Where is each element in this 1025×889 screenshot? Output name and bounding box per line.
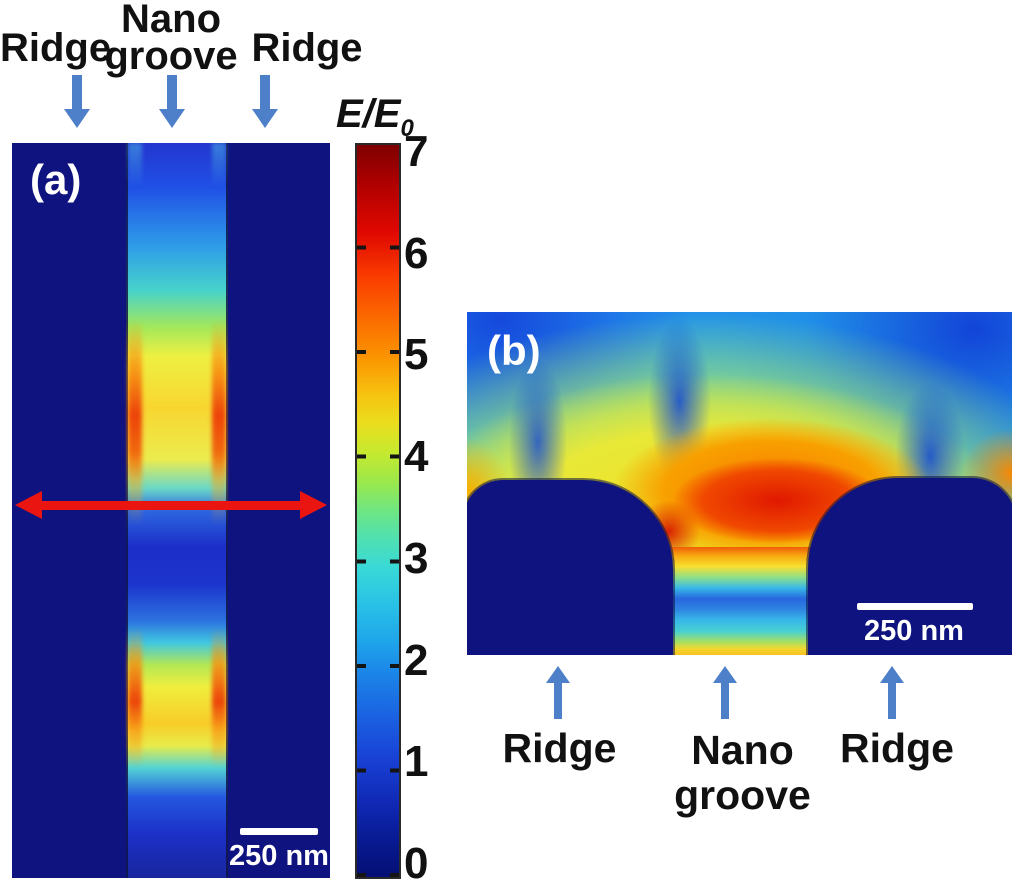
colorbar-title-sub: 0 (400, 115, 414, 142)
down-arrow-icon (64, 75, 90, 128)
arrow-head (300, 491, 327, 519)
bottom-ridge-left-label: Ridge (502, 725, 617, 771)
arrow-head (252, 109, 278, 128)
up-arrow-icon (546, 666, 570, 719)
groove-edge-hotspot-right (212, 143, 226, 878)
arrow-head (159, 109, 185, 128)
down-arrow-icon (159, 75, 185, 128)
colorbar-title: E/E0 (336, 92, 476, 143)
down-arrow-icon (252, 75, 278, 128)
nanogroove-field-b (669, 547, 813, 655)
panel-b-label: (b) (487, 327, 541, 374)
colorbar-tick-label: 6 (404, 228, 429, 278)
up-arrow-icon (880, 666, 904, 719)
arrow-head (546, 666, 570, 683)
arrow-shaft (167, 75, 177, 110)
bottom-ridge-right-label: Ridge (840, 725, 954, 771)
panel-a-label: (a) (30, 156, 82, 203)
colorbar-tick-label: 5 (404, 330, 429, 380)
ridge-shape-left (467, 480, 673, 655)
scale-bar (240, 828, 318, 835)
arrow-head (713, 666, 737, 683)
colorbar (355, 143, 401, 879)
colorbar-tick-label: 1 (404, 737, 429, 787)
colorbar-ticks-right (390, 145, 399, 877)
top-ridge-left-label: Ridge (0, 26, 112, 70)
bottom-nanogroove-label: Nano groove (674, 727, 811, 818)
colorbar-tick-label: 7 (404, 127, 429, 176)
nanogroove-field-a (126, 143, 228, 878)
scale-bar (857, 603, 973, 610)
top-ridge-right-label: Ridge (251, 26, 363, 70)
arrow-shaft (721, 681, 729, 719)
panel-a-heatmap: (a) 250 nm (12, 143, 330, 878)
arrow-head (880, 666, 904, 683)
colorbar-tick-label: 0 (404, 838, 429, 888)
arrow-shaft (260, 75, 270, 110)
colorbar-tick-labels: 7 6 5 4 3 2 1 0 (404, 130, 454, 886)
arrow-shaft (554, 681, 562, 719)
colorbar-title-main: E/E (336, 92, 401, 136)
groove-edge-hotspot-left (128, 143, 142, 878)
colorbar-tick-label: 4 (404, 432, 429, 482)
colorbar-ticks-left (357, 145, 366, 877)
ridge-shape-right (808, 478, 1012, 655)
arrow-shaft (72, 75, 82, 110)
colorbar-tick-label: 2 (404, 635, 429, 685)
colorbar-tick-label: 3 (404, 533, 429, 583)
arrow-shaft (35, 501, 307, 510)
up-arrow-icon (713, 666, 737, 719)
scale-bar-label: 250 nm (229, 840, 329, 872)
arrow-shaft (888, 681, 896, 719)
double-headed-arrow-icon (15, 491, 327, 519)
scale-bar-label: 250 nm (864, 615, 964, 647)
top-nanogroove-label: Nano groove (104, 0, 238, 78)
arrow-head (64, 109, 90, 128)
panel-b-heatmap: (b) 250 nm (467, 312, 1012, 655)
